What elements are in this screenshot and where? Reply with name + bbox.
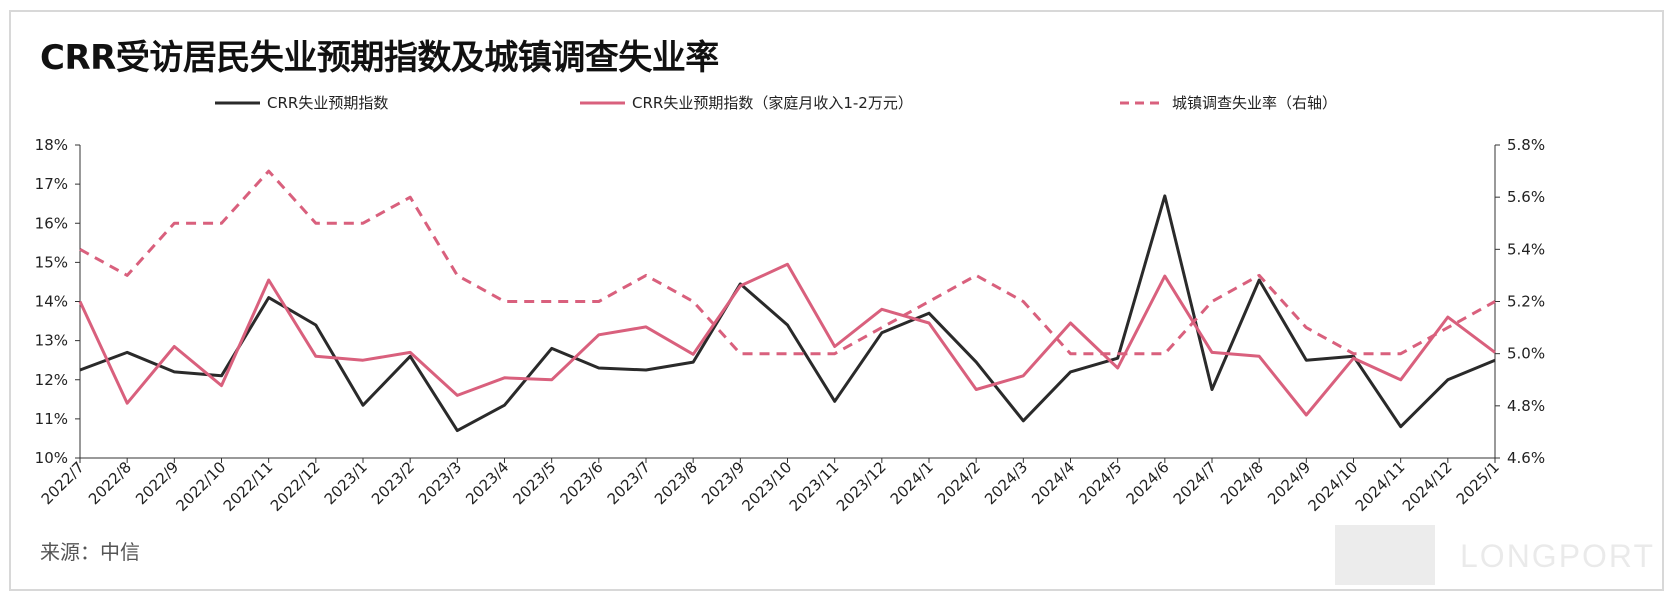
x-tick-label: 2023/11 [786,458,843,515]
left-tick-label: 18% [35,136,68,154]
legend-label: CRR失业预期指数 [267,94,388,112]
left-tick-label: 17% [35,175,68,193]
left-tick-label: 16% [35,214,68,232]
right-tick-label: 5.2% [1507,293,1545,311]
x-tick-label: 2024/8 [1217,458,1267,508]
x-tick-label: 2024/11 [1352,458,1409,515]
x-tick-label: 2022/12 [267,458,324,515]
series-line-1 [78,262,1496,417]
x-tick-label: 2023/12 [833,458,890,515]
right-tick-label: 4.8% [1507,397,1545,415]
legend-label: CRR失业预期指数（家庭月收入1-2万元） [632,94,913,112]
x-tick-label: 2023/10 [739,458,796,515]
x-tick-label: 2024/3 [981,458,1031,508]
x-tick-label: 2023/5 [509,458,559,508]
x-tick-label: 2023/4 [462,458,512,508]
right-tick-label: 5.6% [1507,188,1545,206]
x-tick-label: 2024/1 [887,458,937,508]
left-tick-label: 14% [35,293,68,311]
x-tick-label: 2022/10 [173,458,230,515]
right-tick-label: 5.4% [1507,240,1545,258]
left-tick-label: 10% [35,449,68,467]
x-tick-label: 2024/6 [1123,458,1173,508]
left-tick-label: 12% [35,371,68,389]
x-tick-label: 2024/10 [1305,458,1362,515]
x-tick-label: 2025/1 [1453,458,1503,508]
x-tick-label: 2023/3 [415,458,465,508]
x-tick-label: 2024/12 [1399,458,1456,515]
chart-frame [9,10,1664,591]
page-title: CRR受访居民失业预期指数及城镇调查失业率 [40,38,719,78]
series-line-0 [79,194,1496,433]
x-tick-label: 2024/5 [1075,458,1125,508]
left-tick-label: 13% [35,332,68,350]
x-tick-label: 2024/4 [1028,458,1078,508]
x-tick-label: 2023/1 [321,458,371,508]
left-tick-label: 11% [35,410,68,428]
x-tick-label: 2023/7 [604,458,654,508]
x-tick-label: 2023/8 [651,458,701,508]
right-tick-label: 5.8% [1507,136,1545,154]
x-tick-label: 2024/2 [934,458,984,508]
x-tick-label: 2024/7 [1170,458,1220,508]
x-tick-label: 2022/8 [85,458,135,508]
x-tick-label: 2023/2 [368,458,418,508]
legend-label: 城镇调查失业率（右轴） [1172,94,1337,112]
source-note: 来源：中信 [40,540,140,564]
x-tick-label: 2022/11 [220,458,277,515]
watermark-text: LONGPORT [1460,538,1655,574]
right-tick-label: 5.0% [1507,345,1545,363]
right-tick-label: 4.6% [1507,449,1545,467]
longport-logo-icon [1335,525,1435,585]
left-tick-label: 15% [35,253,68,271]
x-tick-label: 2023/6 [557,458,607,508]
